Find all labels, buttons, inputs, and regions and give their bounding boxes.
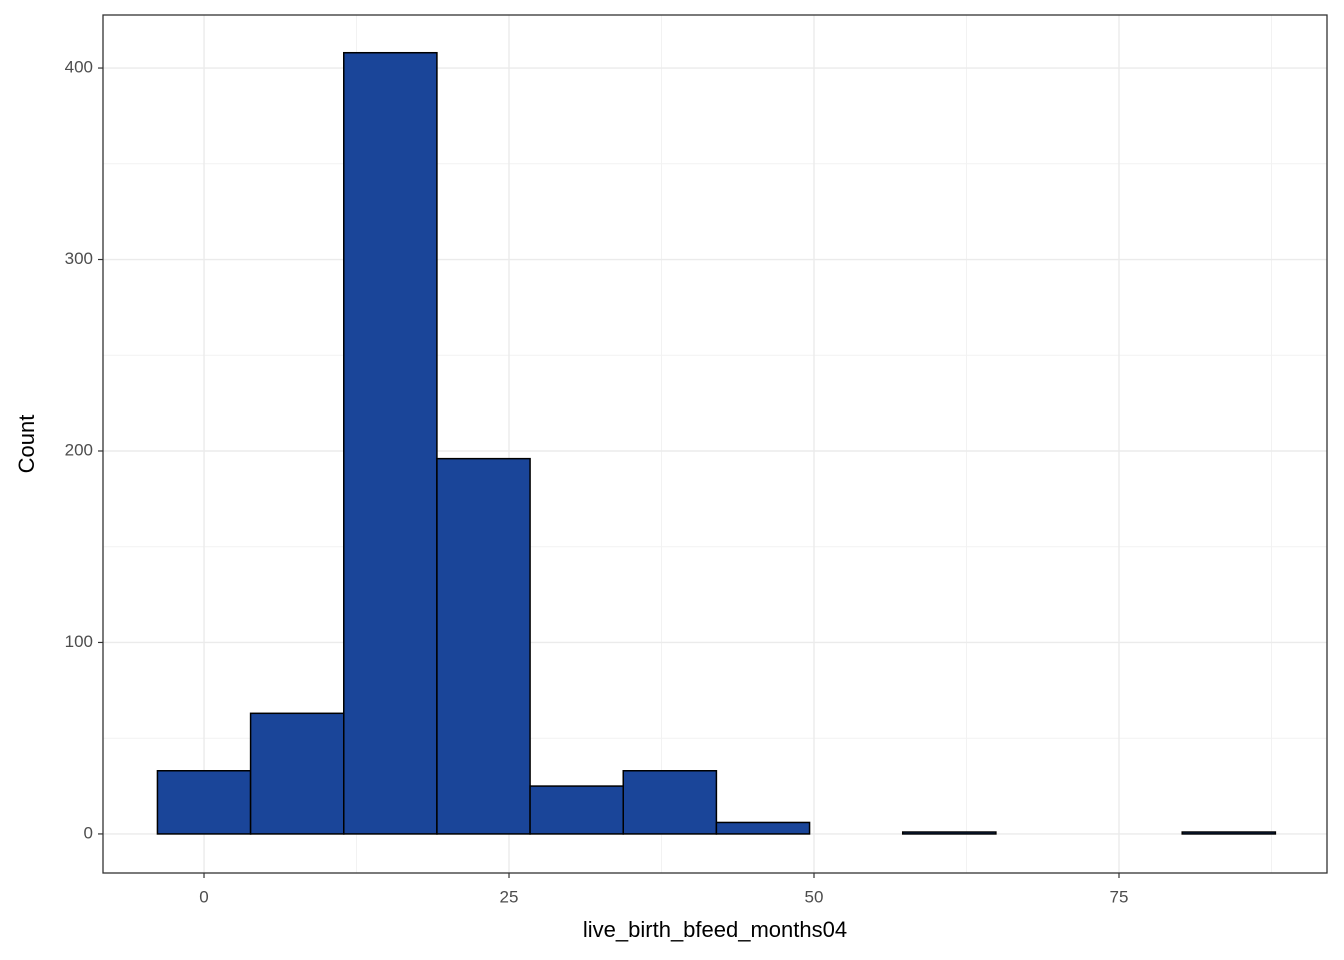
y-tick-label: 400 [65, 58, 93, 77]
bar [901, 831, 997, 835]
x-tick-label: 50 [805, 887, 824, 906]
bar [249, 712, 345, 835]
y-tick-label: 300 [65, 249, 93, 268]
panel-border [102, 14, 1328, 874]
x-axis-title: live_birth_bfeed_months04 [583, 917, 847, 942]
bar [529, 785, 624, 835]
y-axis-title: Count [14, 415, 39, 474]
x-tick-label: 25 [500, 887, 519, 906]
bar [343, 51, 438, 835]
bar [715, 821, 811, 835]
y-tick-label: 0 [84, 823, 93, 842]
bar [1181, 831, 1277, 835]
bar [622, 770, 718, 835]
y-tick-label: 200 [65, 440, 93, 459]
bar [436, 457, 531, 835]
x-tick-label: 0 [199, 887, 208, 906]
bar [156, 770, 252, 835]
x-tick-label: 75 [1110, 887, 1129, 906]
y-tick-label: 100 [65, 632, 93, 651]
